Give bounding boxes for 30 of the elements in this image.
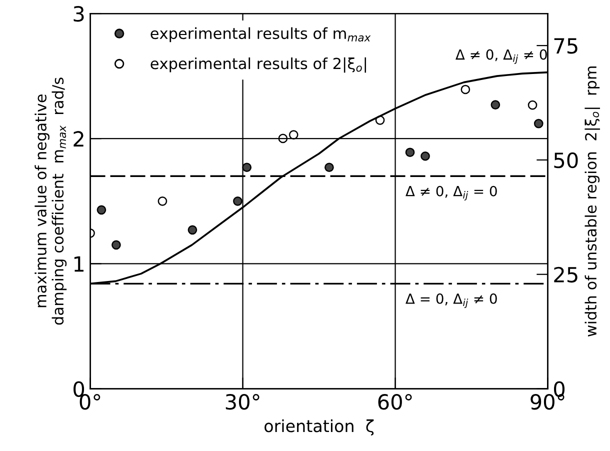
point [233, 196, 242, 206]
series-label: Δ ≠ 0, Δ$_{ij}$ ≠ 0 [456, 49, 547, 64]
point [324, 162, 334, 172]
x-axis-title: orientation ζ [264, 419, 374, 436]
legend-label: experimental results of m$_{max}$ [150, 27, 371, 42]
y-tick-label: 3 [74, 6, 84, 22]
point [528, 100, 538, 110]
point [288, 130, 298, 140]
point [420, 151, 430, 161]
annotation: Δ = 0, Δ$_{ij}$ ≠ 0 [406, 293, 497, 308]
y-axis-title: maximum value of negative damping coefficient m$_{max}$ rad/s [34, 78, 67, 325]
y2-tick-label: 75 [554, 38, 578, 54]
y2-tick-label: 25 [554, 266, 578, 283]
annotation: Δ ≠ 0, Δ$_{ij}$ = 0 [406, 186, 497, 200]
x-tick-label: 60° [378, 394, 412, 410]
point [460, 84, 470, 94]
point [96, 205, 106, 215]
point [534, 118, 544, 128]
point [112, 240, 121, 250]
point [405, 148, 415, 158]
y2-axis-title: width of unstable region 2|ξ$_{o}$| rpm [584, 66, 600, 337]
point [242, 162, 252, 172]
point [490, 100, 500, 110]
point [158, 196, 168, 206]
legend-label: experimental results of 2|ξ$_{o}$| [150, 57, 366, 73]
point [188, 225, 198, 235]
x-tick-label: 30° [226, 394, 260, 410]
y-tick-label: 1 [74, 256, 84, 272]
y-tick-label: 2 [74, 131, 84, 147]
y2-tick-label: 50 [554, 152, 578, 168]
